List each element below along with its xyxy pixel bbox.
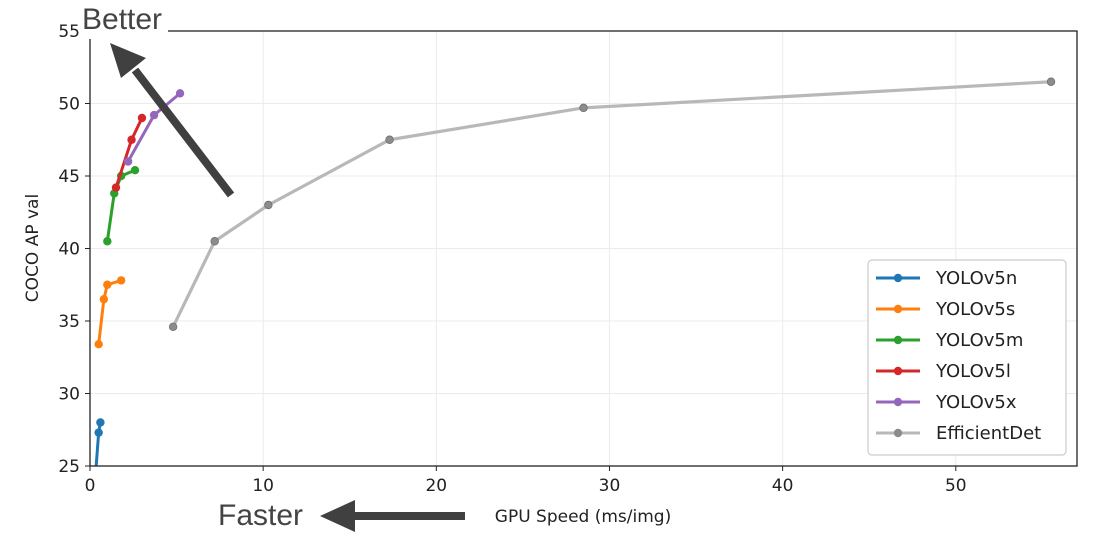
series-yolov5m [103,166,140,246]
x-tick-label: 20 [425,476,447,496]
y-tick-label: 25 [58,457,80,477]
data-point [137,113,147,123]
legend-label: EfficientDet [936,423,1041,444]
series-yolov5x [123,89,185,166]
series-yolov5l [111,113,147,192]
data-point [579,103,588,113]
data-point [103,237,112,246]
data-point [168,322,178,331]
series-line [114,116,144,190]
y-tick-label: 30 [58,385,80,405]
y-tick-label: 40 [58,240,80,260]
y-tick-label: 50 [58,95,80,115]
x-tick-label: 50 [945,476,967,496]
legend-label: YOLOv5x [935,392,1017,413]
faster-arrow-icon [320,500,465,532]
legend-marker [893,366,903,376]
axis-ticks: 0 10 20 30 40 50 25 30 35 40 45 50 55 [58,22,966,496]
legend: YOLOv5n YOLOv5s YOLOv5m YOLOv5l YOLOv5x Effic… [867,259,1067,456]
y-tick-label: 35 [58,312,80,332]
data-point [149,110,159,120]
data-point [94,340,103,349]
x-tick-label: 40 [772,476,794,496]
legend-item: YOLOv5s [876,299,1015,320]
y-tick-label: 55 [58,22,80,42]
legend-item: YOLOv5l [876,361,1011,382]
data-point [103,280,112,289]
data-point [94,428,103,437]
data-point [175,89,185,98]
y-tick-label: 45 [58,167,80,187]
data-point [111,183,121,192]
x-tick-label: 10 [252,476,274,496]
x-tick-label: 0 [85,476,96,496]
series-efficientdet [168,77,1056,331]
x-axis-label: GPU Speed (ms/img) [495,507,671,527]
data-point [96,418,105,427]
series-line [97,278,123,346]
series-line [105,168,137,243]
series-yolov5n [89,418,105,506]
data-point [264,200,273,210]
y-axis-label: COCO AP val [23,194,43,302]
series-lines [89,77,1056,506]
series-line [171,80,1053,329]
data-point [99,295,109,304]
legend-item: YOLOv5n [876,268,1017,289]
better-label-bg [80,3,168,39]
data-point [89,498,97,506]
data-point [127,135,136,144]
legend-label: YOLOv5n [935,268,1017,289]
data-point [1046,77,1056,86]
data-point [210,237,219,246]
legend-item: YOLOv5x [876,392,1017,413]
legend-marker [893,335,903,345]
legend-label: YOLOv5m [935,330,1023,351]
data-point [123,157,133,166]
series-yolov5s [94,276,126,349]
legend-item: EfficientDet [876,423,1041,444]
legend-marker [893,304,903,314]
faster-annotation: Faster [218,499,303,532]
data-point [116,276,126,285]
legend-marker [893,428,903,438]
legend-label: YOLOv5l [935,361,1011,382]
legend-item: YOLOv5m [876,330,1023,351]
data-point [385,135,394,144]
better-arrow-icon [110,43,235,198]
legend-marker [893,397,903,407]
data-point [130,166,140,175]
better-annotation: Better [82,3,162,36]
legend-label: YOLOv5s [935,299,1015,320]
x-tick-label: 30 [599,476,621,496]
legend-marker [893,273,903,283]
